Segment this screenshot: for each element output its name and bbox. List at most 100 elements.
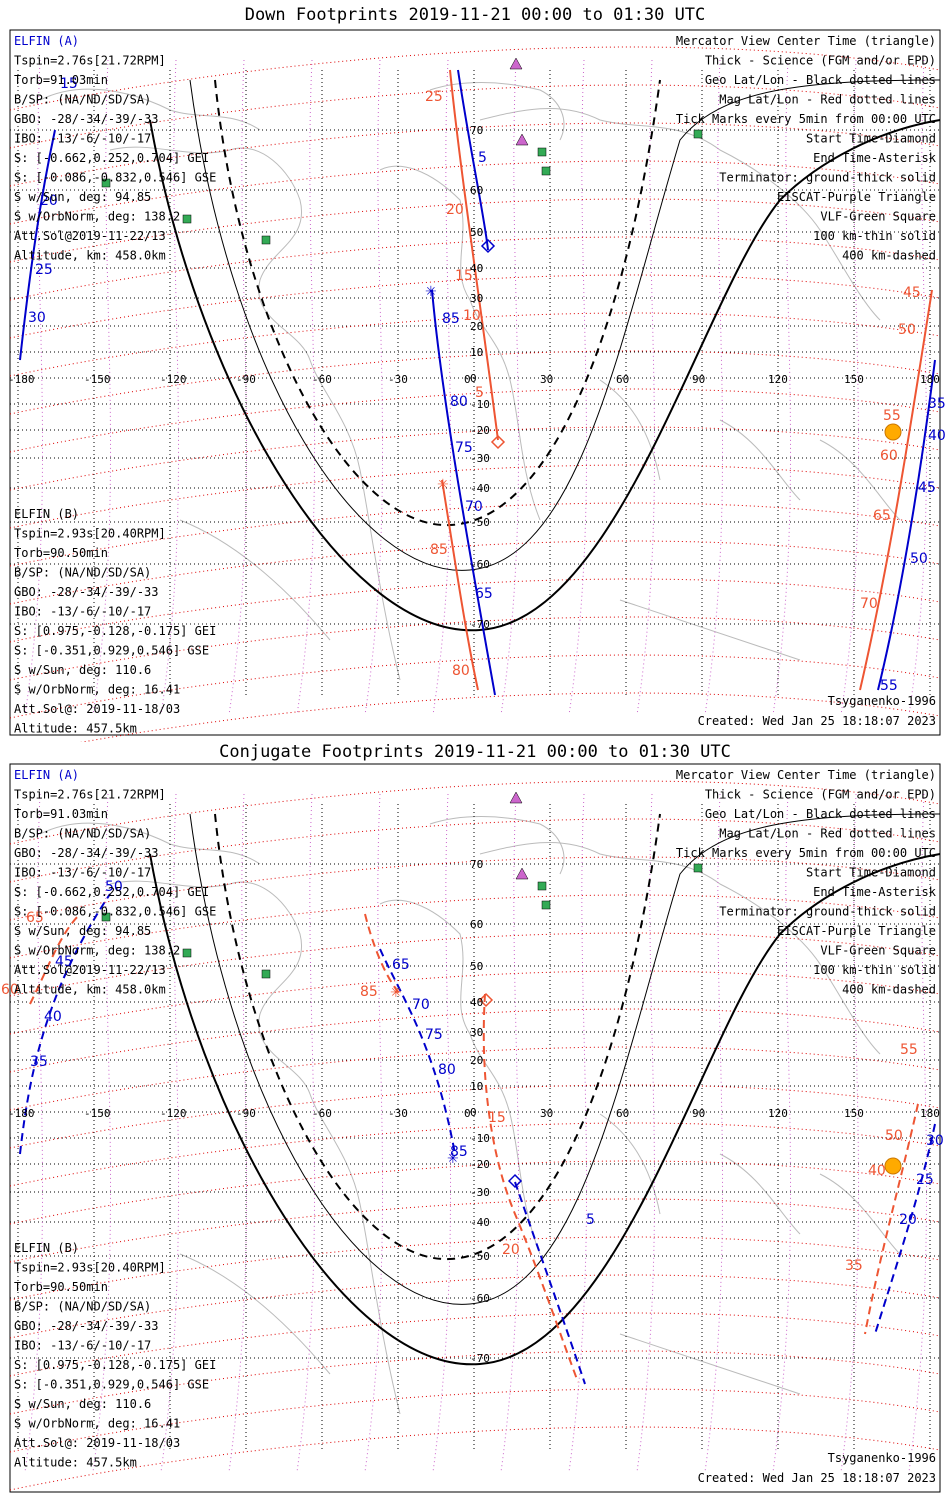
lat-tick-label: -50 [470, 516, 490, 529]
mag-grid [9, 780, 941, 1491]
legend-item: 100 km-thin solid [813, 229, 936, 243]
info-line: GBO: -28/-34/-39/-33 [14, 585, 159, 599]
mag-meridian [160, 793, 180, 1473]
info-line: S: [-0.086,-0.832,0.546] GSE [14, 905, 216, 919]
elfin-a-tick-label: 85 [442, 311, 460, 327]
mag-parallel [9, 578, 941, 643]
elfin-b-tick-label: 35 [845, 1258, 863, 1274]
lat-tick-label: 30 [470, 292, 483, 305]
legend-item: Thick - Science (FGM and/or EPD) [705, 54, 936, 68]
mag-parallel [9, 1122, 941, 1187]
legend-item: Geo Lat/Lon - Black dotted lines [705, 807, 936, 821]
mag-meridian [92, 59, 112, 716]
terminator-ground [149, 853, 941, 1366]
mag-parallel [9, 84, 941, 149]
lat-tick-label: -70 [470, 1352, 490, 1365]
elfin-b-tick-label: 50 [898, 322, 916, 338]
mag-parallel [9, 312, 941, 377]
start-diamond-icon [478, 992, 494, 1008]
lat-tick-label: 50 [470, 226, 483, 239]
mag-meridian [908, 59, 928, 716]
lon-tick-label: 60 [616, 373, 629, 386]
elfin-b-tick-label: 45 [903, 285, 921, 301]
info-line: Tspin=2.93s[20.40RPM] [14, 527, 166, 541]
lon-tick-label: -30 [388, 373, 408, 386]
mag-parallel [9, 46, 941, 111]
elfin-b-tick-label: 65 [26, 910, 44, 926]
footer-created: Created: Wed Jan 25 18:18:07 2023 [698, 1471, 936, 1485]
markers: ✳✳ [101, 57, 902, 493]
info-line: Att.Sol@2019-11-22/13 [14, 229, 166, 243]
lat-tick-label: 60 [470, 184, 483, 197]
elfin-b-track [859, 289, 933, 691]
elfin-b-tick-label: 15 [455, 268, 473, 284]
elfin-a-tick-label: 80 [438, 1062, 456, 1078]
mag-meridian [432, 793, 452, 1473]
elfin-a-track [19, 893, 111, 1155]
info-line: ELFIN (B) [14, 1241, 79, 1255]
legend-item: 100 km-thin solid [813, 963, 936, 977]
elfin-a-tick-label: 30 [28, 310, 46, 326]
vlf-square-icon [541, 900, 551, 910]
lat-tick-label: 40 [470, 262, 483, 275]
mag-parallel [9, 654, 941, 719]
lat-tick-label: -10 [470, 1132, 490, 1145]
footer-created: Created: Wed Jan 25 18:18:07 2023 [698, 714, 936, 728]
mag-meridian [228, 793, 248, 1473]
legend-item: EISCAT-Purple Triangle [777, 924, 936, 938]
legend-item: VLF-Green Square [820, 210, 936, 224]
elfin-a-tick-label: 85 [450, 1144, 468, 1160]
info-line: Altitude, km: 458.0km [14, 249, 166, 263]
lon-tick-label: 120 [768, 1107, 788, 1120]
mag-meridian [160, 59, 180, 716]
eiscat-triangle-icon [509, 791, 523, 804]
end-asterisk-icon: ✳ [437, 477, 449, 493]
lon-tick-label: 150 [844, 1107, 864, 1120]
mag-parallel [80, 692, 941, 742]
mag-parallel [9, 932, 941, 997]
coastline-segment [379, 165, 541, 521]
lat-tick-label: -70 [470, 618, 490, 631]
info-line: GBO: -28/-34/-39/-33 [14, 1319, 159, 1333]
lon-tick-label: -60 [312, 373, 332, 386]
coastline-segment [429, 816, 565, 875]
elfin-a-tick-label: 65 [475, 586, 493, 602]
legend-item: 400 km-dashed [842, 983, 936, 997]
mag-parallel [9, 350, 941, 415]
legend-item: Start Time-Diamond [806, 132, 936, 146]
elfin-a-track [379, 948, 456, 1155]
mag-meridian [772, 793, 792, 1473]
info-line: B/SP: (NA/ND/SD/SA) [14, 1300, 151, 1314]
elfin-a-tick-label: 30 [926, 1133, 944, 1149]
info-line: Att.Sol@: 2019-11-18/03 [14, 702, 180, 716]
elfin-b-track [864, 1103, 919, 1335]
info-line: IBO: -13/-6/-10/-17 [14, 605, 151, 619]
legend-item: Start Time-Diamond [806, 866, 936, 880]
mag-grid [9, 46, 941, 742]
lat-tick-label: 30 [470, 1026, 483, 1039]
vlf-square-icon [537, 147, 547, 157]
legend-item: End Time-Asterisk [813, 151, 937, 165]
elfin-a-track [514, 1181, 586, 1385]
mag-parallel [9, 1236, 941, 1301]
info-line: ELFIN (A) [14, 768, 79, 782]
mag-parallel [9, 970, 941, 1035]
info-line: S w/Sun, deg: 94.85 [14, 190, 151, 204]
legend-item: 400 km-dashed [842, 249, 936, 263]
mag-meridian [840, 793, 860, 1473]
vlf-square-icon [261, 235, 271, 245]
lon-tick-label: 180 [920, 1107, 940, 1120]
legend-item: Geo Lat/Lon - Black dotted lines [705, 73, 936, 87]
footprint-tracks [19, 69, 936, 696]
info-line: S w/OrbNorm, deg: 138.2 [14, 210, 180, 224]
terminator-100km [189, 813, 941, 1305]
lat-tick-label: -30 [470, 452, 490, 465]
coastline-segment [39, 822, 261, 865]
mag-meridian [364, 59, 384, 716]
elfin-a-tick-label: 55 [880, 678, 898, 694]
end-asterisk-icon: ✳ [447, 1151, 459, 1167]
mag-meridian [908, 793, 928, 1473]
elfin-b-tick-label: 20 [502, 1242, 520, 1258]
